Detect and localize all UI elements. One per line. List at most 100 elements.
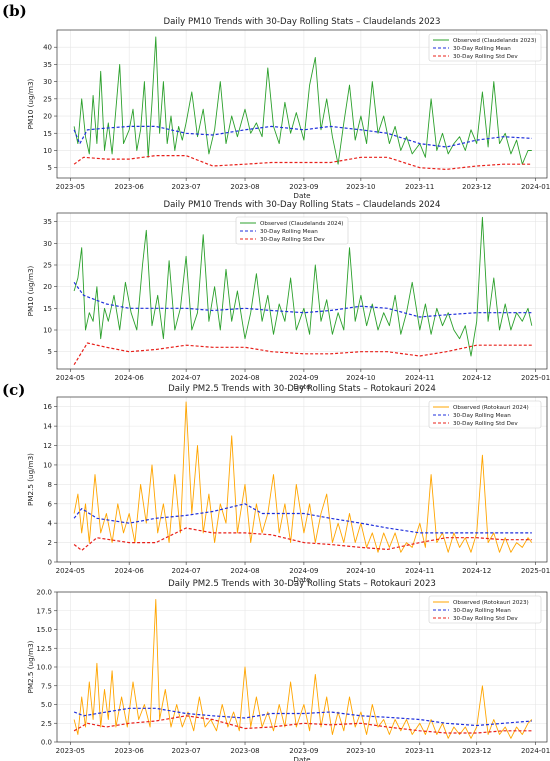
x-axis-label: Date	[293, 575, 311, 584]
series-line-1	[73, 216, 533, 357]
legend-box	[428, 595, 542, 624]
x-tick-label: 2024-01	[521, 747, 550, 755]
axes-frame	[56, 591, 548, 743]
x-tick-label: 2024-08	[230, 374, 259, 382]
y-tick-label: 25	[43, 95, 52, 103]
series-line-2	[73, 707, 532, 727]
x-tick-label: 2024-07	[172, 374, 201, 382]
y-tick-label: 20	[43, 113, 52, 121]
legend-label: Observed (Rotokauri 2024)	[453, 405, 529, 411]
y-tick-label: 30	[43, 78, 52, 86]
panel-letter-b: (b)	[2, 2, 27, 20]
legend-label: 30-Day Rolling Std Dev	[453, 616, 518, 622]
y-tick-label: 10	[43, 327, 52, 335]
x-axis-label: Date	[293, 755, 311, 761]
x-tick-label: 2023-11	[405, 183, 434, 191]
legend-label: 30-Day Rolling Std Dev	[453, 54, 518, 60]
y-tick-label: 20	[43, 283, 52, 291]
legend-label: 30-Day Rolling Mean	[453, 46, 511, 52]
series-line-3	[73, 715, 532, 734]
chart-title: Daily PM10 Trends with 30-Day Rolling St…	[164, 17, 441, 27]
legend-label: Observed (Claudelands 2024)	[260, 221, 344, 227]
y-tick-label: 7.5	[41, 682, 52, 690]
y-tick-label: 10	[43, 461, 52, 469]
x-tick-label: 2023-11	[405, 747, 434, 755]
series-line-1	[73, 401, 533, 553]
x-tick-label: 2023-06	[115, 183, 145, 191]
chart-title: Daily PM10 Trends with 30-Day Rolling St…	[164, 200, 441, 210]
y-tick-label: 12.5	[36, 645, 52, 653]
y-tick-label: 6	[48, 500, 53, 508]
x-tick-label: 2024-10	[346, 567, 375, 575]
y-tick-label: 12	[43, 442, 52, 450]
chart-title: Daily PM2.5 Trends with 30-Day Rolling S…	[168, 579, 436, 589]
legend-label: Observed (Rotokauri 2023)	[453, 600, 529, 606]
x-tick-label: 2024-09	[289, 374, 318, 382]
y-tick-label: 10.0	[36, 664, 52, 672]
series-line-3	[73, 527, 532, 551]
x-tick-label: 2024-06	[115, 567, 145, 575]
legend: Observed (Claudelands 2024) 30-Day Rollin…	[235, 216, 349, 245]
y-tick-label: 2	[48, 539, 52, 547]
x-tick-label: 2024-06	[115, 374, 145, 382]
y-axis-label: PM10 (ug/m3)	[26, 265, 35, 316]
x-tick-label: 2024-09	[289, 567, 318, 575]
x-tick-label: 2024-07	[172, 567, 201, 575]
y-tick-label: 5	[48, 348, 52, 356]
y-tick-label: 35	[43, 218, 52, 226]
legend-box	[428, 33, 542, 62]
y-tick-label: 4	[48, 520, 53, 528]
x-tick-label: 2023-10	[346, 183, 375, 191]
x-tick-label: 2023-07	[172, 183, 201, 191]
x-tick-label: 2024-11	[405, 374, 434, 382]
y-tick-label: 15.0	[36, 626, 52, 634]
legend: Observed (Rotokauri 2023) 30-Day Rolling …	[428, 595, 542, 624]
y-tick-label: 0.0	[41, 739, 52, 747]
y-tick-label: 10	[43, 147, 52, 155]
axes-frame	[56, 29, 548, 179]
chart-3: 0 2 4 6 8 10 12 14 16 2024-05 2024-06 2024-07 2024-0…	[26, 384, 550, 584]
x-tick-label: 2024-08	[230, 567, 259, 575]
legend-label: 30-Day Rolling Std Dev	[260, 237, 325, 243]
x-tick-label: 2023-09	[289, 747, 318, 755]
y-tick-label: 5.0	[41, 701, 52, 709]
y-tick-label: 17.5	[36, 607, 52, 615]
legend-label: 30-Day Rolling Mean	[260, 229, 318, 235]
x-tick-label: 2025-01	[521, 567, 550, 575]
chart-title: Daily PM2.5 Trends with 30-Day Rolling S…	[168, 384, 436, 394]
x-tick-label: 2023-12	[462, 747, 491, 755]
legend-box	[428, 400, 542, 429]
panel-letter-c: (c)	[2, 381, 26, 399]
x-tick-label: 2023-08	[230, 183, 259, 191]
y-tick-label: 15	[43, 305, 52, 313]
y-tick-label: 0	[48, 559, 52, 567]
y-axis-label: PM10 (ug/m3)	[26, 78, 35, 129]
x-tick-label: 2024-12	[462, 374, 491, 382]
chart-2: 5 10 15 20 25 30 35 2024-05 2024-06 2024-07 2024-0…	[26, 200, 550, 391]
series-line-2	[73, 503, 532, 534]
x-tick-label: 2023-12	[462, 183, 491, 191]
x-tick-label: 2025-01	[521, 374, 550, 382]
chart-1: 5 10 15 20 25 30 35 40 2023-05 2023-06 2023-07 2023…	[26, 17, 550, 200]
x-tick-label: 2023-09	[289, 183, 318, 191]
x-axis-label: Date	[293, 191, 311, 200]
axes-frame	[56, 212, 548, 370]
chart-4: 0.0 2.5 5.0 7.5 10.0 12.5 15.0 17.5 20.0 2023-05 2…	[26, 579, 550, 761]
legend-label: 30-Day Rolling Mean	[453, 608, 511, 614]
legend-box	[235, 216, 349, 245]
y-tick-label: 14	[43, 423, 52, 431]
x-tick-label: 2023-10	[346, 747, 375, 755]
legend-label: Observed (Claudelands 2023)	[453, 38, 537, 44]
y-tick-label: 15	[43, 130, 52, 138]
y-axis-label: PM2.5 (ug/m3)	[26, 453, 35, 506]
x-tick-label: 2023-05	[56, 747, 85, 755]
x-tick-label: 2024-10	[346, 374, 375, 382]
x-tick-label: 2024-12	[462, 567, 491, 575]
series-line-2	[73, 125, 532, 148]
x-tick-label: 2024-05	[56, 374, 85, 382]
x-tick-label: 2023-05	[56, 183, 85, 191]
y-tick-label: 16	[43, 403, 52, 411]
series-line-3	[73, 342, 532, 366]
y-tick-label: 5	[48, 164, 52, 172]
